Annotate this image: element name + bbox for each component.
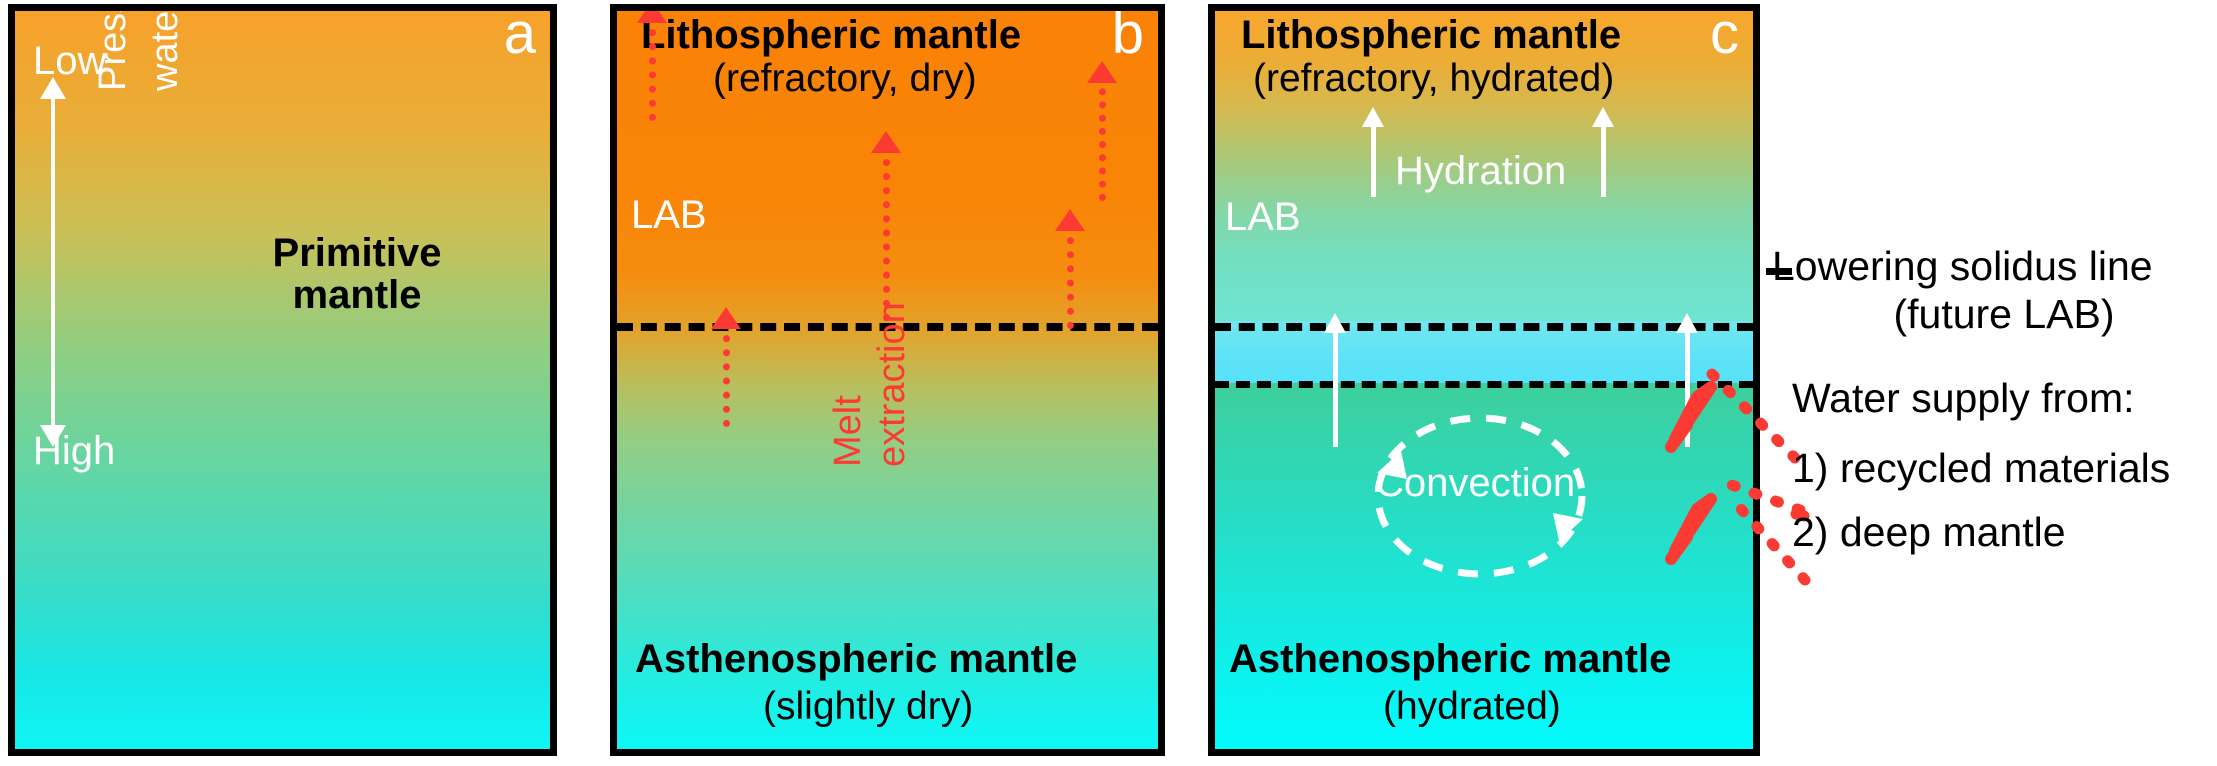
- primitive-mantle-line2: mantle: [292, 272, 422, 317]
- legend-source-2: 2) deep mantle: [1792, 509, 2066, 555]
- legend-solidus-line1: Lowering solidus line: [1772, 243, 2153, 289]
- legend-solidus-line2: (future LAB): [1893, 291, 2115, 338]
- panel-c-hydrated-band: [1215, 321, 1753, 383]
- lithospheric-mantle-subtitle-b: (refractory, dry): [713, 57, 977, 100]
- pressure-water-axis-label-2: water distribution: [144, 11, 186, 91]
- melt-arrow-2-icon: [871, 131, 901, 321]
- panel-c-asthenosphere-gradient: [1215, 383, 1753, 749]
- water-supply-dotted-paths: [1704, 366, 1811, 586]
- panel-c-lithosphere-gradient: [1215, 11, 1753, 321]
- melt-arrow-1-icon: [637, 11, 667, 121]
- melt-arrow-3-icon: [1087, 61, 1117, 201]
- legend-water-heading: Water supply from:: [1792, 375, 2135, 421]
- panel-a-letter: a: [503, 4, 536, 66]
- primitive-mantle-label: Primitive mantle: [227, 231, 487, 317]
- supply-path-1b: [1712, 474, 1806, 516]
- water-supply-arrows-icon: [1665, 381, 1717, 565]
- lithospheric-mantle-subtitle-c: (refractory, hydrated): [1253, 57, 1615, 100]
- solidus-dashed-line-c: [1215, 381, 1753, 388]
- panel-a-gradient: [15, 11, 550, 749]
- melt-arrow-5-icon: [711, 307, 741, 427]
- pressure-double-arrow-icon: [40, 77, 66, 447]
- pressure-water-axis-label: Pressure-dependent: [92, 11, 134, 91]
- pressure-axis-line1: Pressure-dependent: [92, 11, 134, 91]
- panel-b: b Lithospheric mantle (refractory, dry) …: [610, 4, 1165, 756]
- melt-arrow-4-icon: [1055, 209, 1085, 329]
- asthenospheric-mantle-subtitle-b: (slightly dry): [763, 685, 974, 728]
- asthenospheric-mantle-title-b: Asthenospheric mantle: [635, 637, 1078, 681]
- panel-b-letter: b: [1111, 4, 1144, 66]
- lithospheric-mantle-title-c: Lithospheric mantle: [1241, 13, 1622, 57]
- hydration-label: Hydration: [1395, 149, 1567, 193]
- upwelling-arrow-2-icon: [1676, 313, 1698, 447]
- asthenospheric-mantle-subtitle-c: (hydrated): [1383, 685, 1561, 728]
- legend-solidus: Lowering solidus line (future LAB): [1772, 242, 2212, 339]
- lithospheric-mantle-title-b: Lithospheric mantle: [641, 13, 1022, 57]
- upwelling-arrow-1-icon: [1324, 313, 1346, 447]
- pressure-axis-line2: water distribution: [144, 11, 186, 91]
- panel-c-letter: c: [1710, 4, 1739, 66]
- hydration-arrow-2-icon: [1592, 107, 1614, 197]
- lab-dashed-line-b: [617, 323, 1158, 331]
- lab-dashed-line-c: [1215, 323, 1753, 331]
- panel-c: c Lithospheric mantle (refractory, hydra…: [1208, 4, 1760, 756]
- melt-extraction-line1: Melt: [827, 395, 869, 467]
- panel-a: a Low High Pressure-dependent water dist…: [8, 4, 557, 756]
- legend-source-1: 1) recycled materials: [1792, 445, 2171, 491]
- hydration-arrow-1-icon: [1362, 107, 1384, 197]
- supply-path-2: [1734, 502, 1811, 586]
- lab-label-b: LAB: [631, 193, 707, 237]
- melt-extraction-line2: extraction: [871, 302, 913, 467]
- water-low-label: Low: [33, 39, 107, 83]
- lab-label-c: LAB: [1225, 195, 1301, 239]
- legend-solidus-dash-icon: [1766, 268, 1792, 275]
- asthenospheric-mantle-title-c: Asthenospheric mantle: [1229, 637, 1672, 681]
- convection-label: Convection: [1375, 461, 1576, 505]
- primitive-mantle-line1: Primitive: [272, 231, 442, 275]
- convection-loop-icon: [1374, 414, 1586, 578]
- supply-path-1: [1704, 366, 1801, 464]
